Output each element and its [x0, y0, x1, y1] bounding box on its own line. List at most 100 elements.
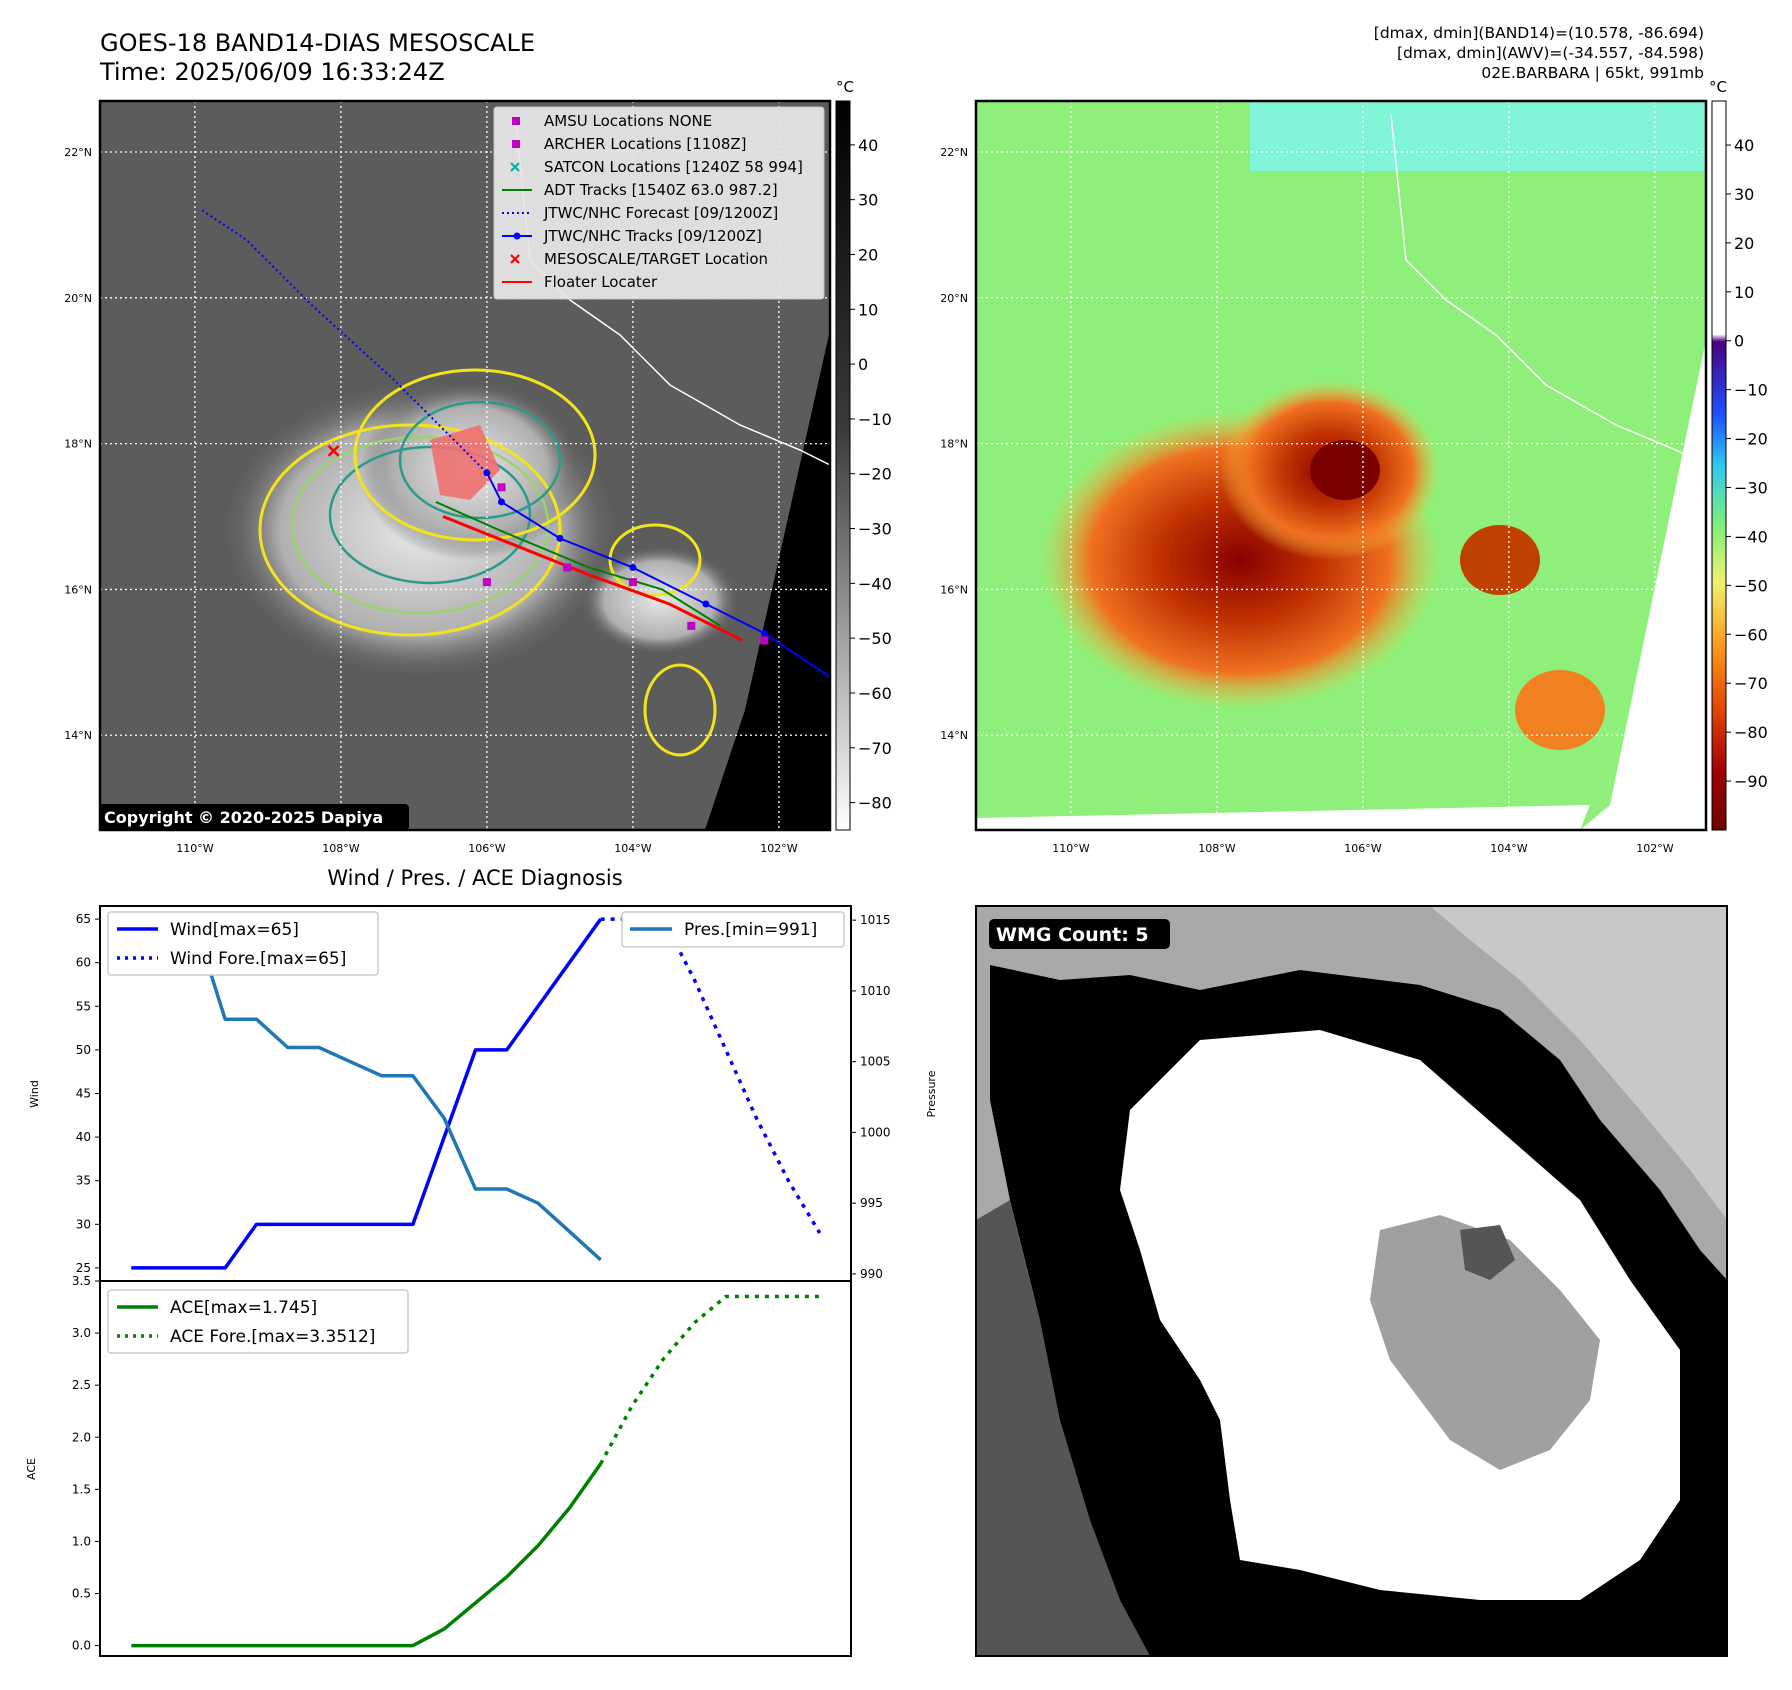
ace-ytick-label: 2.5 — [72, 1378, 91, 1392]
ace-legend-box — [107, 1289, 409, 1354]
map-axis-labels: 22°N 20°N 18°N 16°N 14°N 110°W 108°W 106°W 104°W… — [64, 146, 1673, 855]
jtwc-track-point — [629, 564, 637, 572]
colorbar-tick-label: −60 — [858, 684, 892, 703]
legend-square-marker — [512, 117, 520, 125]
wmg-count-label: WMG Count: 5 — [996, 924, 1149, 946]
legend-label: MESOSCALE/TARGET Location — [544, 250, 768, 268]
colorbar-tick-label: 40 — [858, 136, 878, 155]
awv-gridlines — [976, 101, 1706, 830]
ace-ytick-label: 2.0 — [72, 1430, 91, 1444]
colorbar-tick-label: −40 — [858, 574, 892, 593]
lat-tick-label: 18°N — [940, 438, 968, 451]
ace-ytick-label: 3.5 — [72, 1274, 91, 1288]
ir-contour-inner — [328, 445, 532, 585]
jtwc-track-point — [702, 600, 710, 608]
lon-tick-label: 106°W — [468, 842, 505, 855]
colorbar-tick-label: 30 — [1734, 185, 1754, 204]
colorbar-tick-label: 20 — [858, 245, 878, 264]
wind-fore-legend-label: Wind Fore.[max=65] — [170, 949, 346, 969]
colorbar-tick-label: −60 — [1734, 625, 1768, 644]
ace-ytick-label: 0.0 — [72, 1639, 91, 1653]
wind-ytick-label: 40 — [76, 1130, 91, 1144]
legend-label: ADT Tracks [1540Z 63.0 987.2] — [544, 181, 778, 199]
colorbar-tick-label: −40 — [1734, 527, 1768, 546]
legend-label: Floater Locater — [544, 273, 658, 291]
wind-legend: Wind[max=65] Wind Fore.[max=65] — [107, 911, 379, 976]
colorbar-tick-label: −10 — [1734, 381, 1768, 400]
wind-ytick-label: 45 — [76, 1087, 91, 1101]
info-line2: [dmax, dmin](AWV)=(-34.557, -84.598) — [1397, 44, 1704, 62]
lat-tick-label: 14°N — [64, 729, 92, 742]
wind-pressure-chart: 25 30 35 40 45 50 55 60 65 990 995 1000 1005 1010 101… — [28, 905, 938, 1282]
colorbar-tick-label: −80 — [858, 794, 892, 813]
ir-colorbar-ticks: 40 30 20 10 0 −10 −20 −30 −40 −50 −60 −70 −80 — [850, 136, 892, 813]
ir-contour-outer-green — [290, 435, 550, 615]
wmg-frame — [975, 905, 1728, 1657]
awv-colorbar-ticks: 40 30 20 10 0 −10 −20 −30 −40 −50 −60 −70 −80 −90 — [1726, 136, 1768, 791]
figure-title-line1: GOES-18 BAND14-DIAS MESOSCALE — [100, 29, 535, 57]
lon-tick-label: 102°W — [760, 842, 797, 855]
wind-legend-label: Wind[max=65] — [170, 920, 299, 940]
colorbar-tick-label: −10 — [858, 410, 892, 429]
ir-map-frame — [98, 99, 832, 832]
pressure-ylabel: Pressure — [925, 1070, 938, 1117]
wmg-count-box — [989, 919, 1170, 949]
legend-label: AMSU Locations NONE — [544, 112, 712, 130]
colorbar-tick-label: 0 — [858, 355, 868, 374]
wind-ytick-label: 50 — [76, 1043, 91, 1057]
colorbar-tick-label: 20 — [1734, 234, 1754, 253]
lat-tick-label: 18°N — [64, 438, 92, 451]
ace-series-line — [131, 1462, 603, 1648]
colorbar-tick-label: 30 — [858, 191, 878, 210]
ir-colorbar — [835, 100, 851, 831]
ace-ytick-label: 1.5 — [72, 1482, 91, 1496]
ir-contour-core-yellow — [353, 368, 597, 542]
info-line1: [dmax, dmin](BAND14)=(10.578, -86.694) — [1374, 24, 1704, 42]
ir-legend: AMSU Locations NONE ARCHER Locations [110… — [493, 106, 825, 300]
archer-location-marker — [687, 621, 696, 630]
ace-ytick-label: 1.0 — [72, 1534, 91, 1548]
colorbar-tick-label: 10 — [858, 300, 878, 319]
lon-tick-label: 106°W — [1344, 842, 1381, 855]
awv-map-panel — [976, 101, 1706, 830]
archer-location-marker — [563, 563, 572, 572]
wmg-panel: WMG Count: 5 — [975, 905, 1728, 1657]
ace-chart: 0.0 0.5 1.0 1.5 2.0 2.5 3.0 3.5 ACE ACE[max=1.7… — [25, 1274, 852, 1657]
pressure-ytick-label: 1005 — [860, 1055, 891, 1069]
legend-square-marker — [512, 140, 520, 148]
colorbar-tick-label: −30 — [1734, 479, 1768, 498]
colorbar-tick-label: −20 — [1734, 430, 1768, 449]
pressure-ytick-label: 1010 — [860, 984, 891, 998]
awv-no-data-wedge — [1580, 340, 1706, 830]
colorbar-tick-label: −70 — [858, 739, 892, 758]
ir-tracks — [201, 209, 830, 678]
ir-contour-core-teal — [398, 400, 562, 520]
colorbar-tick-label: −80 — [1734, 723, 1768, 742]
lat-tick-label: 16°N — [940, 583, 968, 596]
archer-location-marker — [482, 578, 491, 587]
awv-colorbar-unit: °C — [1709, 78, 1727, 96]
wmg-bright-northeast — [1430, 906, 1727, 1220]
wind-series-line — [131, 918, 603, 1270]
archer-location-marker — [497, 483, 506, 492]
colorbar-tick-label: −30 — [858, 520, 892, 539]
legend-dot-marker — [513, 232, 521, 240]
figure-title-line2: Time: 2025/06/09 16:33:24Z — [99, 58, 445, 86]
pressure-ytick-label: 1000 — [860, 1125, 891, 1139]
awv-eye-core — [1310, 440, 1380, 500]
legend-x-marker — [510, 254, 520, 264]
jtwc-track-point — [556, 534, 564, 542]
jtwc-track-point — [483, 469, 491, 477]
lat-tick-label: 22°N — [940, 146, 968, 159]
pressure-legend-label: Pres.[min=991] — [684, 920, 817, 940]
copyright-text: Copyright © 2020-2025 Dapiya — [104, 808, 383, 827]
ace-ytick-label: 0.5 — [72, 1587, 91, 1601]
colorbar-tick-label: −70 — [1734, 674, 1768, 693]
pressure-ytick-label: 1015 — [860, 913, 891, 927]
floater-locater-track — [442, 515, 744, 642]
legend-label: SATCON Locations [1240Z 58 994] — [544, 158, 803, 176]
ace-forecast-series-line — [599, 1294, 820, 1465]
lat-tick-label: 20°N — [64, 292, 92, 305]
ace-fore-legend-label: ACE Fore.[max=3.3512] — [170, 1327, 375, 1347]
